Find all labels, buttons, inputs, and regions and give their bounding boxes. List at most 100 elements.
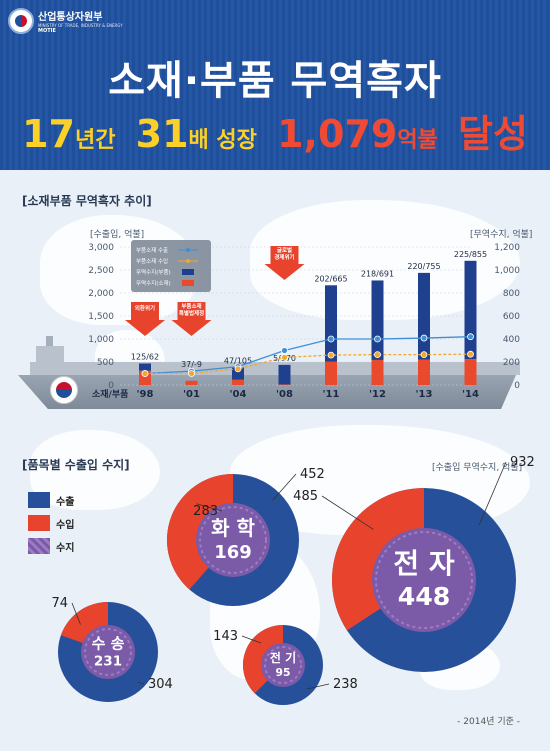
donut-3: 전 기95 143 238 bbox=[213, 625, 358, 705]
donut-name-label: 전 자 bbox=[393, 547, 455, 580]
series-point bbox=[374, 351, 381, 359]
series-point bbox=[327, 351, 335, 359]
trend-legend-label: 무역수지(소재) bbox=[136, 279, 171, 287]
ship-chimney bbox=[46, 336, 53, 346]
bar-segment-parts bbox=[278, 364, 291, 385]
bar-segment-material bbox=[464, 359, 477, 385]
category-label: '13 bbox=[416, 389, 433, 400]
row-label: 소재/부품 bbox=[92, 388, 128, 400]
korea-flag-icon bbox=[50, 376, 78, 404]
left-axis-unit: [수출입, 억불] bbox=[90, 230, 145, 240]
right-tick-label: 200 bbox=[503, 358, 520, 368]
donut-unit: [수출입 무역수지, 억불] bbox=[432, 463, 523, 473]
ministry-logo: 산업통상자원부 MINISTRY OF TRADE, INDUSTRY & EN… bbox=[8, 8, 123, 34]
bar-data-label: 37/-9 bbox=[181, 360, 202, 369]
headline-achieve: 달성 bbox=[457, 112, 528, 156]
bar-segment-parts bbox=[464, 260, 477, 360]
category-label: '11 bbox=[323, 389, 340, 400]
callout-crisis-head bbox=[125, 320, 165, 336]
header-banner: 산업통상자원부 MINISTRY OF TRADE, INDUSTRY & EN… bbox=[0, 0, 550, 170]
legend-item-import: 수입 bbox=[28, 515, 74, 531]
import-leader bbox=[241, 635, 262, 644]
ministry-name-en: MINISTRY OF TRADE, INDUSTRY & ENERGY bbox=[38, 23, 123, 28]
legend-point-swatch bbox=[186, 259, 190, 263]
series-point bbox=[141, 370, 149, 377]
headline-amount-unit: 억불 bbox=[397, 128, 438, 153]
legend-point-swatch bbox=[186, 248, 190, 252]
donut-name-label: 화 학 bbox=[211, 516, 255, 540]
bar-data-label: 225/855 bbox=[454, 250, 487, 259]
export-leader bbox=[272, 473, 297, 501]
bar-data-label: 202/665 bbox=[314, 274, 347, 283]
callout-crisis-label: 외환위기 bbox=[135, 304, 155, 312]
series-line bbox=[144, 336, 471, 375]
category-label: '12 bbox=[369, 389, 386, 400]
bar-segment-parts bbox=[139, 363, 151, 371]
donut-balance-label: 231 bbox=[94, 654, 122, 670]
balance-center bbox=[196, 503, 270, 577]
bar-segment-material bbox=[418, 359, 430, 385]
balance-center bbox=[81, 625, 135, 679]
series-point bbox=[234, 365, 242, 373]
import-value-label: 143 bbox=[213, 629, 238, 644]
export-leader bbox=[137, 681, 145, 685]
series-point bbox=[420, 334, 428, 342]
import-value-label: 485 bbox=[293, 489, 318, 504]
bar-segment-material bbox=[371, 359, 384, 385]
series-point bbox=[467, 350, 474, 358]
bar-segment-material bbox=[278, 384, 291, 385]
donut-section-title: [품목별 수출입 수지] bbox=[22, 458, 130, 472]
bar-data-label: 125/62 bbox=[131, 352, 159, 361]
map-continent bbox=[30, 430, 160, 510]
bar-data-label: 47/105 bbox=[224, 357, 252, 366]
left-tick-label: 2,000 bbox=[88, 289, 114, 299]
ship-deck bbox=[30, 362, 520, 375]
headline-times-unit: 배 성장 bbox=[188, 128, 257, 153]
bar-segment-parts bbox=[325, 285, 337, 362]
balance-hatch bbox=[199, 506, 267, 574]
donut-name-label: 수 송 bbox=[92, 634, 125, 652]
export-leader bbox=[478, 461, 507, 525]
left-tick-label: 3,000 bbox=[88, 243, 114, 253]
right-tick-label: 400 bbox=[503, 335, 520, 345]
ministry-name: 산업통상자원부 bbox=[38, 12, 103, 23]
balance-center bbox=[372, 528, 476, 632]
export-value-label: 932 bbox=[510, 455, 535, 470]
left-tick-label: 500 bbox=[97, 358, 114, 368]
trend-legend-label: 무역수지(부품) bbox=[136, 268, 171, 276]
headline-times: 31 bbox=[135, 112, 189, 156]
right-tick-label: 0 bbox=[514, 381, 520, 391]
headline-years: 17 bbox=[22, 112, 75, 156]
ship-cabin bbox=[36, 346, 64, 364]
headline-subtitle: 17년간 31배 성장 1,079억불 달성 bbox=[0, 103, 550, 158]
export-leader bbox=[306, 683, 330, 690]
category-label: '98 bbox=[137, 389, 154, 400]
callout-special-law-label: 부품소재 bbox=[181, 302, 201, 310]
import-value-label: 74 bbox=[51, 596, 68, 611]
callout-special-law-shaft bbox=[177, 302, 206, 320]
import-leader bbox=[71, 602, 81, 625]
callout-special-law-head bbox=[171, 320, 212, 336]
right-tick-label: 1,000 bbox=[494, 266, 520, 276]
balance-center bbox=[261, 643, 305, 687]
category-label: '04 bbox=[230, 389, 247, 400]
category-label: '14 bbox=[462, 389, 479, 400]
donut-balance-label: 448 bbox=[398, 582, 451, 611]
left-tick-label: 0 bbox=[108, 381, 114, 391]
left-tick-label: 2,500 bbox=[88, 266, 114, 276]
legend-item-balance: 수지 bbox=[28, 538, 74, 554]
bar-segment-material bbox=[232, 379, 244, 385]
ministry-abbr: MOTIE bbox=[38, 28, 56, 34]
right-tick-label: 1,200 bbox=[494, 243, 520, 253]
donut-name-label: 전 기 bbox=[270, 650, 296, 665]
trend-legend-label: 부품소재 수입 bbox=[136, 257, 168, 265]
balance-hatch bbox=[375, 531, 473, 629]
bar-data-label: 220/755 bbox=[407, 262, 440, 271]
right-tick-label: 800 bbox=[503, 289, 520, 299]
import-leader bbox=[321, 495, 374, 530]
balance-hatch bbox=[84, 628, 132, 676]
export-value-label: 452 bbox=[300, 467, 325, 482]
import-leader bbox=[196, 503, 223, 512]
